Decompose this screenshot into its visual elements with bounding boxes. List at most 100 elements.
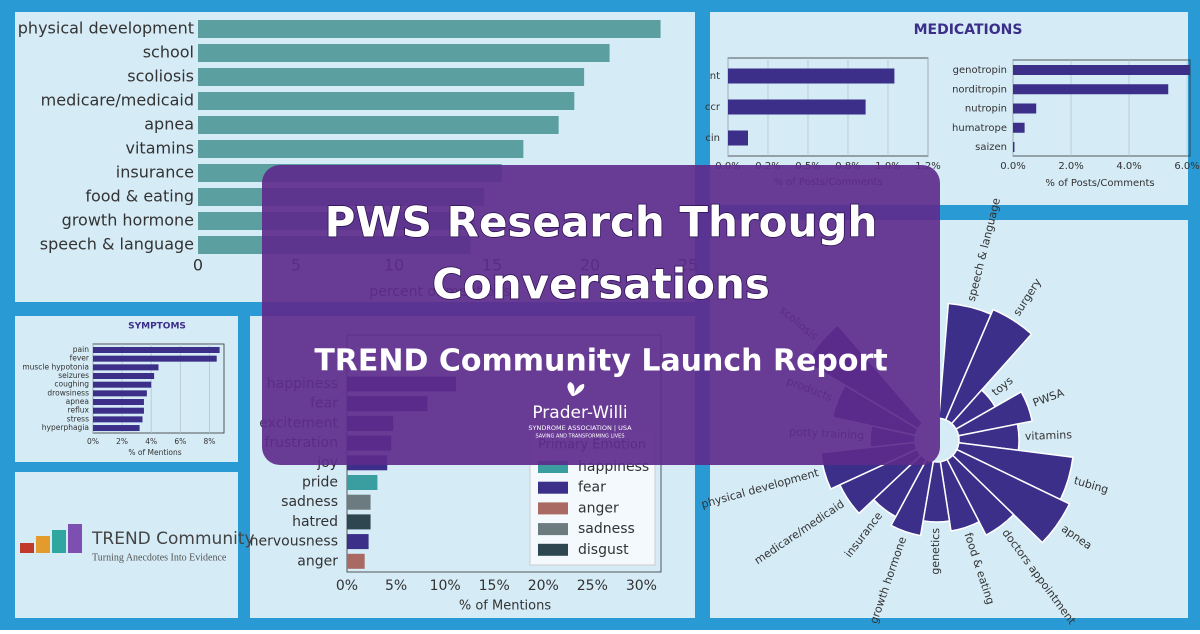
y-tick-label: coughing: [54, 380, 89, 389]
bar: [198, 44, 610, 62]
bar: [93, 399, 144, 406]
logo-name: Prader-Willi: [532, 403, 627, 423]
legend-swatch: [538, 481, 568, 494]
bar: [93, 355, 217, 362]
y-tick-label: apnea: [144, 115, 194, 134]
x-tick-label: 8%: [203, 437, 215, 446]
y-tick-label: cin: [705, 133, 720, 144]
butterfly-icon: [567, 382, 585, 396]
banner: PWS Research Through Conversations TREND…: [262, 165, 940, 465]
y-tick-label: hatred: [292, 514, 338, 530]
logo-shape: [36, 536, 50, 553]
banner-title: Conversations: [432, 260, 770, 309]
y-tick-label: physical development: [18, 19, 194, 38]
y-tick-label: pride: [302, 475, 338, 491]
x-tick-label: 25%: [577, 578, 608, 594]
y-tick-label: vitamins: [126, 139, 195, 158]
x-tick-label: 2.0%: [1058, 161, 1083, 172]
polar-label: vitamins: [1025, 428, 1073, 443]
y-tick-label: nt: [710, 71, 720, 82]
x-tick-label: 2%: [116, 437, 128, 446]
legend-label: sadness: [578, 521, 635, 537]
bar: [198, 68, 585, 86]
bar: [347, 553, 365, 569]
banner-title: PWS Research Through: [325, 198, 878, 247]
y-tick-label: growth hormone: [62, 211, 194, 230]
y-tick-label: ccr: [705, 102, 721, 113]
y-tick-label: humatrope: [952, 123, 1007, 134]
y-tick-label: norditropin: [952, 84, 1007, 95]
y-tick-label: hyperphagia: [42, 423, 89, 432]
banner-box: [262, 165, 940, 465]
y-tick-label: genotropin: [953, 65, 1007, 76]
x-tick-label: 0: [193, 256, 203, 275]
logo-shape: [68, 524, 82, 553]
y-tick-label: food & eating: [85, 187, 194, 206]
brand-logo: TREND Community Turning Anecdotes Into E…: [20, 524, 255, 563]
bar: [347, 534, 369, 550]
brand-name: TREND Community: [91, 529, 255, 549]
bar: [93, 425, 140, 432]
bar: [93, 416, 143, 423]
legend-swatch: [538, 543, 568, 556]
bar: [198, 20, 661, 38]
bar: [93, 381, 152, 388]
y-tick-label: medicare/medicaid: [41, 91, 194, 110]
bar: [93, 390, 147, 397]
y-tick-label: pain: [73, 345, 89, 354]
x-tick-label: 0%: [336, 578, 358, 594]
y-tick-label: sadness: [281, 494, 338, 510]
bar: [93, 407, 144, 414]
y-tick-label: nervousness: [250, 534, 338, 550]
x-tick-label: 6%: [174, 437, 186, 446]
banner-subtitle: TREND Community Launch Report: [314, 344, 887, 379]
logo-shape: [20, 543, 34, 553]
legend-label: fear: [578, 480, 606, 496]
x-axis-label: % of Mentions: [128, 448, 181, 457]
y-tick-label: muscle hypotonia: [22, 362, 89, 371]
logo-shape: [52, 530, 66, 553]
logo-line: SYNDROME ASSOCIATION | USA: [528, 424, 632, 432]
x-tick-label: 4.0%: [1116, 161, 1141, 172]
x-tick-label: 6.0%: [1174, 161, 1199, 172]
polar-bar: [951, 448, 1071, 544]
bar: [1013, 65, 1190, 75]
polar-label: genetics: [929, 528, 942, 575]
y-tick-label: fever: [70, 354, 90, 363]
bar: [347, 494, 371, 510]
polar-bar: [946, 454, 1015, 537]
bar: [198, 92, 575, 110]
y-tick-label: seizures: [58, 371, 89, 380]
bar: [198, 116, 559, 134]
bar: [347, 475, 378, 490]
x-tick-label: 0.0%: [1000, 161, 1025, 172]
x-tick-label: 5%: [385, 578, 407, 594]
legend-label: anger: [578, 500, 619, 516]
y-tick-label: apnea: [66, 397, 89, 406]
y-tick-label: saizen: [975, 142, 1007, 153]
x-tick-label: 4%: [145, 437, 157, 446]
y-tick-label: school: [143, 43, 194, 62]
y-tick-label: reflux: [68, 406, 90, 415]
y-tick-label: drowsiness: [47, 388, 89, 397]
logo-line: SAVING AND TRANSFORMING LIVES: [535, 434, 624, 440]
panel: [15, 316, 238, 462]
bar: [1013, 142, 1015, 152]
legend-label: disgust: [578, 542, 629, 558]
y-tick-label: stress: [67, 414, 89, 423]
y-tick-label: insurance: [116, 163, 194, 182]
x-tick-label: 0%: [87, 437, 99, 446]
chart-title: SYMPTOMS: [128, 322, 186, 332]
bar: [1013, 122, 1025, 133]
x-axis-label: % of Mentions: [459, 599, 552, 614]
bar: [728, 99, 866, 115]
bar: [198, 140, 524, 158]
bar: [93, 373, 155, 380]
x-tick-label: 10%: [430, 578, 461, 594]
legend-swatch: [538, 523, 568, 536]
bar: [728, 68, 895, 84]
y-tick-label: speech & language: [40, 235, 194, 254]
polar-bar: [939, 458, 981, 532]
chart-title: MEDICATIONS: [914, 22, 1023, 38]
